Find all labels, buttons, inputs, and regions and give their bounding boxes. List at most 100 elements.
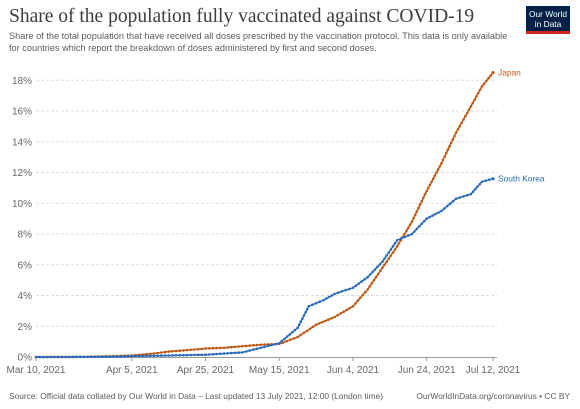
data-point: [97, 355, 100, 359]
data-point: [145, 354, 148, 358]
data-point: [149, 352, 152, 356]
data-point: [491, 177, 495, 181]
data-point: [233, 351, 237, 355]
data-point: [280, 339, 284, 343]
credit-link[interactable]: OurWorldInData.org/coronavirus • CC BY: [416, 391, 570, 401]
data-point: [415, 227, 419, 231]
data-point: [385, 260, 388, 264]
data-point: [75, 355, 78, 359]
data-point: [230, 351, 233, 355]
data-point: [434, 212, 437, 216]
data-point: [440, 209, 443, 213]
data-point: [363, 290, 367, 294]
data-point: [433, 174, 437, 177]
data-point: [453, 134, 456, 138]
data-point: [385, 254, 388, 257]
data-point: [333, 292, 336, 296]
data-point: [489, 74, 493, 77]
data-point: [415, 210, 419, 213]
data-point: [171, 350, 174, 353]
data-point: [285, 335, 289, 338]
data-point: [345, 308, 349, 312]
data-point: [101, 355, 104, 359]
data-point: [301, 317, 304, 320]
data-point: [285, 339, 288, 343]
data-point: [42, 355, 45, 359]
data-point: [305, 308, 309, 311]
data-point: [171, 354, 174, 357]
data-point: [134, 354, 137, 358]
data-point: [259, 343, 263, 347]
data-point: [291, 330, 294, 334]
data-point: [126, 355, 130, 358]
data-point: [449, 141, 453, 145]
data-point: [393, 241, 397, 245]
data-point: [244, 344, 248, 348]
owid-logo[interactable]: Our World in Data: [526, 6, 570, 34]
data-point: [360, 280, 364, 283]
data-point: [410, 220, 414, 223]
data-point: [458, 124, 462, 128]
data-point: [420, 222, 424, 226]
data-point: [137, 354, 141, 358]
data-point: [383, 263, 386, 267]
data-point: [460, 121, 464, 125]
data-point: [263, 345, 266, 349]
data-point: [78, 355, 82, 359]
data-point: [491, 71, 495, 75]
data-point: [255, 343, 259, 347]
data-point: [263, 343, 266, 346]
chart-title: Share of the population fully vaccinated…: [9, 6, 475, 27]
data-point: [356, 299, 360, 302]
data-point: [462, 118, 465, 121]
data-point: [324, 319, 327, 323]
data-point: [391, 245, 395, 248]
data-point: [351, 305, 355, 308]
data-point: [446, 148, 450, 151]
data-point: [371, 270, 374, 274]
data-point: [207, 353, 211, 356]
data-point: [373, 268, 377, 271]
data-point: [406, 226, 410, 230]
data-point: [215, 346, 218, 350]
data-point: [152, 352, 156, 355]
data-point: [368, 273, 372, 276]
data-point: [399, 237, 403, 240]
data-point: [330, 294, 334, 297]
x-tick-label: May 15, 2021: [249, 365, 310, 376]
data-point: [454, 131, 458, 134]
data-point: [64, 355, 67, 359]
data-point: [274, 342, 277, 346]
data-point: [443, 207, 446, 210]
data-point: [93, 355, 97, 359]
data-point: [393, 248, 397, 251]
data-point: [435, 171, 438, 174]
data-point: [56, 355, 60, 359]
data-point: [354, 284, 358, 288]
data-point: [207, 347, 211, 350]
data-point: [226, 352, 229, 355]
data-point: [277, 341, 281, 345]
data-point: [467, 108, 471, 111]
data-point: [288, 333, 292, 336]
data-point: [90, 355, 93, 359]
data-point: [391, 251, 395, 254]
data-point: [174, 349, 178, 353]
data-point: [359, 296, 362, 300]
data-point: [324, 297, 328, 300]
data-point: [204, 353, 207, 357]
data-point: [49, 355, 52, 359]
y-tick-label: 0%: [18, 353, 33, 364]
data-point: [67, 355, 71, 359]
data-point: [357, 282, 361, 285]
data-point: [322, 298, 325, 302]
data-point: [474, 187, 477, 191]
data-point: [189, 353, 193, 357]
data-point: [484, 179, 487, 182]
data-point: [471, 190, 475, 193]
data-point: [289, 338, 292, 342]
data-point: [196, 353, 200, 357]
data-point: [330, 317, 333, 320]
data-point: [167, 354, 170, 357]
data-point: [283, 337, 286, 341]
